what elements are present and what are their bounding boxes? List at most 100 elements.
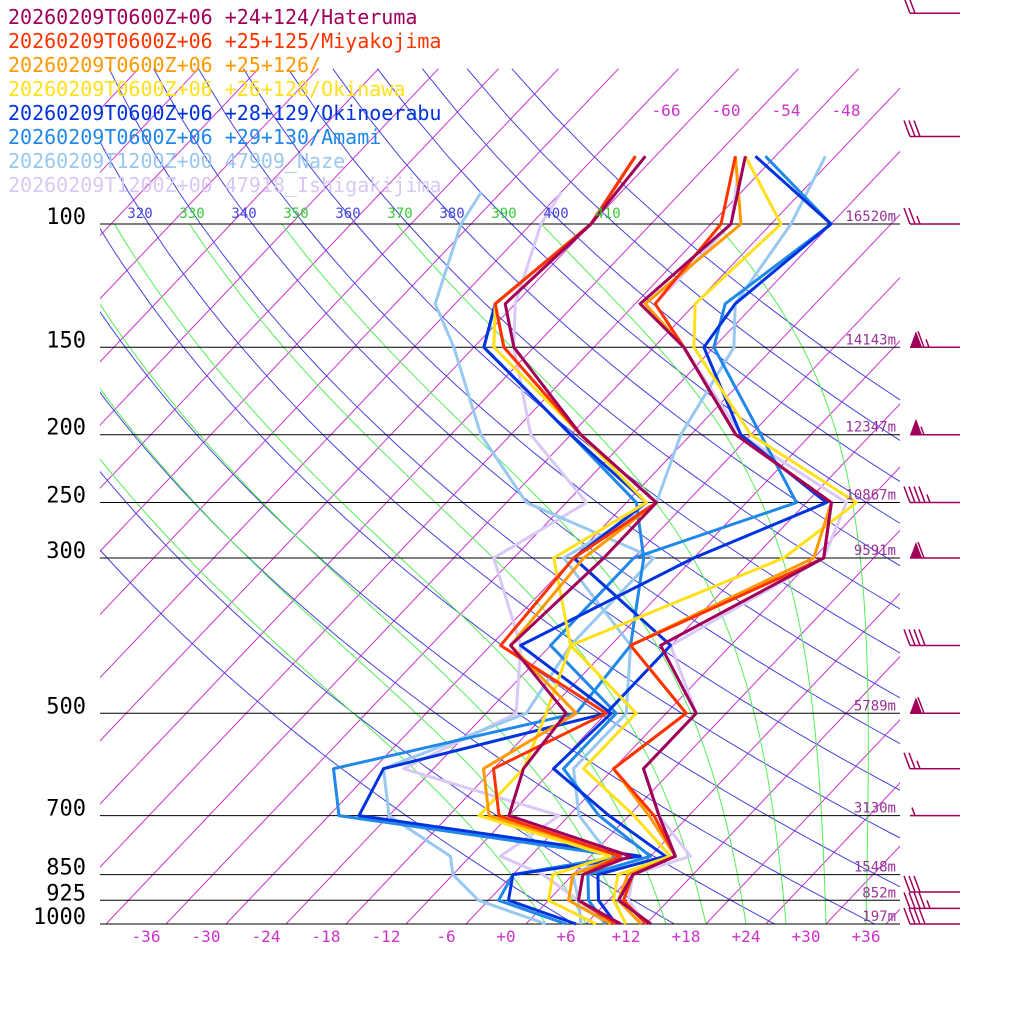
- moist-adiabat-line: [189, 223, 707, 924]
- wind-barb: [904, 0, 960, 15]
- wind-barb-full: [909, 0, 916, 14]
- wind-barb-full: [903, 629, 911, 646]
- upper-temperature-label: -48: [832, 101, 861, 120]
- isotherm-line: [705, 719, 900, 924]
- dry-adiabat-line: [100, 470, 676, 924]
- isotherm-line: [100, 68, 679, 679]
- wind-barb-full: [908, 752, 916, 769]
- dry-adiabat-line: [100, 391, 776, 924]
- wind-barb: [903, 629, 960, 647]
- pressure-label-100: 100: [46, 205, 86, 230]
- wind-barb-half: [911, 807, 916, 816]
- wind-barb: [910, 697, 960, 715]
- isotherm-line: [100, 68, 319, 300]
- temperature-tick-label: -36: [132, 927, 161, 946]
- wind-barb-full: [903, 486, 911, 503]
- wind-barb-full: [908, 486, 916, 503]
- dry-adiabat-line: [100, 227, 900, 888]
- wind-barb-half: [916, 760, 921, 769]
- upper-temperature-label: -66: [652, 101, 681, 120]
- wind-barb-full: [913, 629, 921, 646]
- dry-adiabat-line: [100, 140, 900, 839]
- pressure-label-150: 150: [46, 328, 86, 353]
- wind-barb-half: [925, 339, 930, 348]
- isotherm-line: [285, 276, 900, 924]
- temperature-tick-label: -6: [436, 927, 455, 946]
- theta-label-370: 370: [387, 206, 412, 222]
- wind-barb-full: [908, 629, 916, 646]
- dry-adiabat-line: [287, 68, 900, 610]
- wind-barb-full: [908, 892, 916, 909]
- pressure-label-250: 250: [46, 484, 86, 509]
- isotherm-line: [525, 529, 900, 924]
- wind-barb-full: [908, 875, 916, 893]
- upper-temperature-label: -60: [712, 101, 741, 120]
- pressure-label-925: 925: [46, 881, 86, 906]
- legend-entry-4: 20260209T0600Z+06 +28+129/Okinoerabu: [8, 101, 441, 125]
- pressure-label-1000: 1000: [33, 905, 86, 930]
- wind-barb: [903, 892, 960, 910]
- wind-barb-half: [920, 426, 925, 435]
- pressure-label-300: 300: [46, 539, 86, 564]
- wind-barb-half: [916, 215, 921, 225]
- wind-barb-full: [908, 207, 916, 225]
- wind-barb: [903, 752, 960, 770]
- wind-barb-flag: [910, 331, 922, 348]
- pressure-label-200: 200: [46, 416, 86, 441]
- temperature-profile-3: [569, 155, 858, 925]
- temperature-tick-label: +24: [732, 927, 761, 946]
- dry-adiabat-line: [198, 68, 900, 699]
- height-label-850: 1548m: [854, 860, 896, 876]
- legend-entry-6: 20260209T1200Z+00 47909_Naze: [8, 149, 345, 173]
- wind-barb-flag: [910, 541, 922, 558]
- legend-entry-2: 20260209T0600Z+06 +25+126/: [8, 53, 321, 77]
- wind-barb-full: [918, 892, 926, 909]
- wind-barb-half: [926, 900, 931, 909]
- temperature-tick-label: +36: [852, 927, 881, 946]
- legend: 20260209T0600Z+06 +24+124/Hateruma 202602…: [8, 5, 441, 197]
- isotherm-line: [1006, 69, 1024, 924]
- isotherm-line: [345, 340, 900, 924]
- wind-barb-full: [903, 752, 911, 769]
- wind-barb-full: [903, 207, 911, 225]
- height-label-300: 9591m: [854, 543, 896, 559]
- wind-barb-full: [917, 541, 925, 559]
- wind-barb: [910, 418, 960, 436]
- temperature-profile-0: [617, 155, 833, 926]
- height-label-100: 16520m: [845, 209, 896, 225]
- wind-barb-full: [913, 486, 921, 503]
- temperature-tick-label: +18: [672, 927, 701, 946]
- wind-barb-full: [913, 892, 921, 909]
- upper-temperature-label: -54: [772, 101, 801, 120]
- theta-label-340: 340: [231, 206, 256, 222]
- height-label-250: 10867m: [845, 488, 896, 504]
- wind-barb: [903, 875, 960, 893]
- height-label-925: 852m: [862, 885, 896, 901]
- theta-label-330: 330: [179, 206, 204, 222]
- dry-adiabat-line: [108, 68, 900, 791]
- wind-barb-full: [903, 892, 911, 909]
- wind-barb-full: [917, 331, 925, 348]
- wind-barb-full: [908, 120, 916, 137]
- wind-barb-full: [918, 486, 926, 503]
- wind-barb-full: [918, 907, 926, 925]
- legend-entry-0: 20260209T0600Z+06 +24+124/Hateruma: [8, 5, 417, 29]
- temperature-tick-label: -30: [192, 927, 221, 946]
- temperature-profile-5: [549, 155, 833, 925]
- dry-adiabat-line: [100, 310, 876, 924]
- height-label-1000: 197m: [862, 909, 896, 925]
- wind-barb: [903, 486, 960, 504]
- isotherm-line: [585, 592, 900, 924]
- dewpoint-profile-4: [357, 155, 673, 926]
- legend-entry-5: 20260209T0600Z+06 +29+130/Amami: [8, 125, 381, 149]
- wind-barb-full: [903, 907, 911, 925]
- isotherm-line: [100, 68, 799, 805]
- isotherm-line: [100, 68, 559, 553]
- wind-barb-full: [904, 0, 911, 14]
- isotherm-line: [165, 150, 900, 924]
- dry-adiabat-line: [421, 68, 900, 483]
- dry-adiabat-line: [153, 68, 900, 745]
- wind-barb-full: [903, 120, 911, 137]
